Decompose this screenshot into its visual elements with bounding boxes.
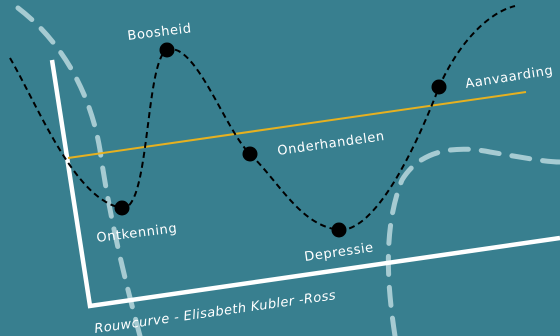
marker-ontkenning	[114, 200, 130, 216]
marker-aanvaarding	[431, 79, 447, 95]
marker-boosheid	[159, 42, 175, 58]
background-dashed-curve-right	[385, 146, 560, 336]
axes	[49, 59, 560, 309]
marker-depressie	[331, 222, 347, 238]
background-dashed-curve-left	[15, 5, 143, 336]
marker-onderhandelen	[242, 146, 258, 162]
